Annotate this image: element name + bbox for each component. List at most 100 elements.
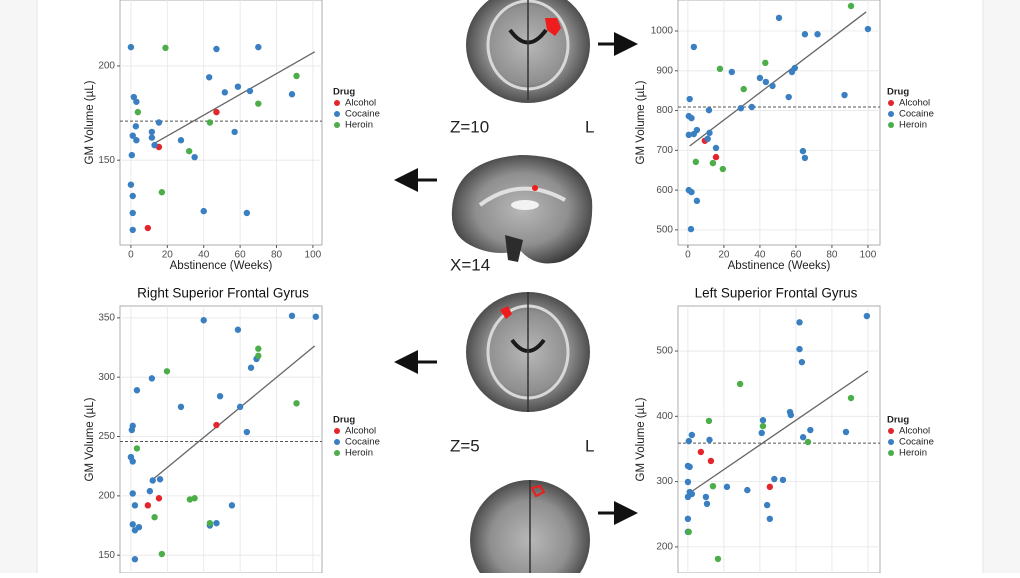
data-point — [177, 137, 185, 144]
data-point — [144, 502, 152, 509]
data-point — [684, 478, 692, 486]
data-point — [766, 515, 774, 523]
data-point — [191, 153, 198, 161]
data-point — [709, 482, 717, 490]
data-point — [163, 368, 171, 375]
legend-marker — [888, 100, 894, 106]
legend-marker — [334, 450, 340, 456]
data-point — [213, 45, 220, 53]
x-axis-label: Abstinence (Weeks) — [728, 260, 831, 272]
chart: 500 600 700 800 900 1000 0 20 40 60 80 100 Abstinenc… — [635, 0, 934, 272]
legend-title: Drug — [333, 415, 355, 426]
x-tick-label: 20 — [718, 250, 730, 261]
legend-label: Cocaine — [899, 437, 934, 448]
data-point — [162, 44, 169, 52]
y-tick-label: 200 — [656, 542, 673, 553]
data-point — [769, 82, 776, 90]
legend-marker — [888, 450, 894, 456]
data-point — [234, 326, 242, 333]
legend-label: Alcohol — [345, 426, 376, 437]
legend-label: Heroin — [345, 120, 373, 131]
data-point — [693, 197, 701, 205]
data-point — [705, 417, 713, 425]
legend-label: Heroin — [899, 448, 927, 459]
y-tick-label: 150 — [98, 155, 115, 166]
data-point — [129, 458, 136, 465]
data-point — [684, 515, 692, 523]
data-point — [134, 108, 142, 116]
data-point — [728, 68, 736, 76]
data-point — [293, 72, 300, 80]
legend-marker — [888, 428, 894, 434]
x-tick-label: 0 — [128, 250, 134, 261]
data-point — [709, 159, 717, 167]
x-tick-label: 60 — [790, 250, 802, 261]
legend-label: Alcohol — [899, 98, 930, 109]
plot-area — [119, 305, 323, 574]
data-point — [149, 477, 156, 484]
data-point — [759, 417, 767, 424]
data-point — [255, 352, 262, 360]
data-point — [787, 411, 795, 419]
data-point — [763, 501, 771, 509]
y-tick-label: 200 — [98, 491, 115, 502]
plot-area — [119, 0, 323, 246]
data-point — [127, 43, 135, 51]
chart-title: Right Superior Frontal Gyrus — [137, 286, 309, 301]
brain-axial — [466, 0, 590, 103]
x-tick-label: 0 — [685, 250, 691, 261]
data-point — [758, 429, 765, 437]
data-point — [847, 2, 855, 10]
data-point — [200, 207, 207, 215]
data-point — [156, 476, 164, 483]
data-point — [737, 104, 745, 112]
data-point — [788, 68, 796, 76]
data-point — [131, 502, 139, 509]
legend-label: Heroin — [345, 448, 373, 459]
legend-marker — [334, 122, 340, 128]
legend-marker — [334, 439, 340, 445]
x-tick-label: 60 — [235, 250, 247, 261]
legend-title: Drug — [887, 87, 909, 98]
legend-marker — [888, 439, 894, 445]
y-axis-label: GM Volume (µL) — [84, 397, 96, 481]
x-tick-label: 80 — [271, 250, 283, 261]
brain-axial — [466, 292, 590, 412]
data-point — [236, 403, 244, 411]
side-label: L — [585, 436, 594, 455]
data-point — [864, 25, 872, 33]
y-tick-label: 800 — [656, 105, 673, 116]
data-point — [785, 93, 792, 101]
y-tick-label: 300 — [98, 372, 115, 383]
data-point — [148, 128, 156, 136]
slice-label: Z=5 — [450, 436, 480, 455]
y-axis-label: GM Volume (µL) — [635, 397, 647, 481]
trend-line — [689, 370, 869, 494]
data-point — [213, 108, 220, 116]
legend-label: Cocaine — [899, 109, 934, 120]
y-tick-label: 350 — [98, 313, 115, 324]
data-point — [779, 476, 787, 484]
data-point — [216, 392, 224, 400]
data-point — [693, 126, 701, 134]
plot-area — [677, 0, 881, 246]
data-point — [255, 43, 262, 51]
data-point — [740, 85, 747, 93]
data-point — [692, 158, 700, 166]
side-band — [0, 0, 37, 573]
data-point — [771, 475, 778, 483]
x-axis-label: Abstinence (Weeks) — [170, 260, 273, 272]
legend-marker — [888, 111, 894, 117]
data-point — [213, 519, 220, 527]
y-tick-label: 400 — [656, 411, 673, 422]
side-label: L — [585, 117, 594, 136]
data-point — [804, 438, 812, 446]
legend-marker — [888, 122, 894, 128]
x-tick-label: 100 — [305, 250, 322, 261]
data-point — [704, 135, 711, 143]
data-point — [144, 224, 152, 232]
legend-title: Drug — [333, 87, 355, 98]
y-tick-label: 700 — [656, 145, 673, 156]
chart-title: Left Superior Frontal Gyrus — [695, 286, 858, 301]
